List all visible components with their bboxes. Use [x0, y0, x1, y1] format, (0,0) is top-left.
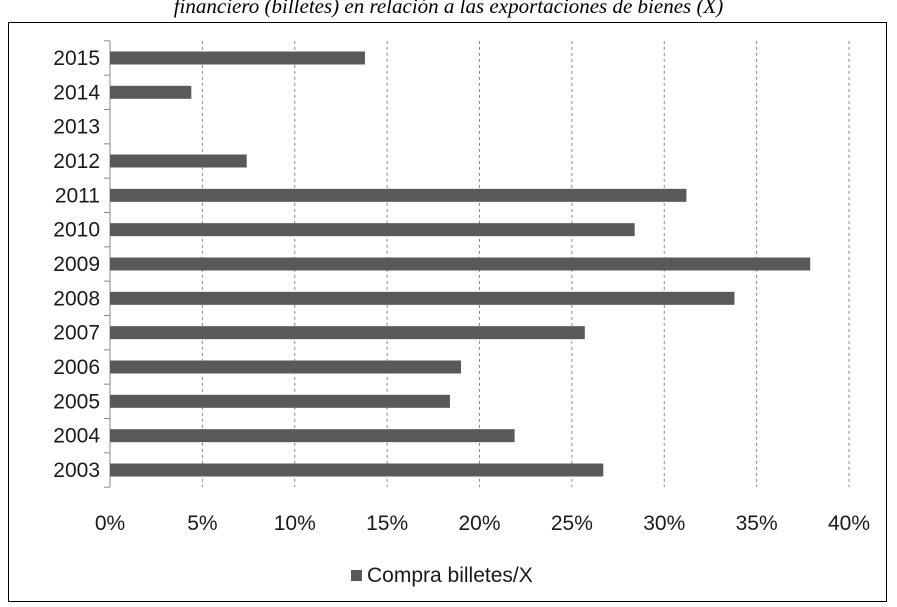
x-tick-label: 5%: [187, 512, 217, 535]
y-tick-label: 2006: [53, 356, 100, 379]
chart-frame: [8, 22, 887, 602]
y-tick-label: 2005: [53, 390, 100, 413]
x-tick-label: 0%: [95, 512, 125, 535]
x-tick-label: 35%: [736, 512, 778, 535]
x-tick-labels: 0% 5% 10% 15% 20% 25% 30% 35% 40%: [95, 512, 870, 535]
bar-2006: [110, 360, 462, 374]
legend-swatch: [351, 570, 362, 581]
x-tick-label: 10%: [274, 512, 316, 535]
x-tick-label: 25%: [551, 512, 593, 535]
y-tick-label: 2003: [53, 459, 100, 482]
bar-2011: [110, 188, 687, 202]
bar-2003: [110, 463, 604, 477]
bar-2014: [110, 85, 192, 99]
bar-2007: [110, 326, 585, 340]
y-tick-label: 2013: [53, 116, 100, 139]
bar-2015: [110, 51, 365, 65]
bar-2004: [110, 429, 515, 443]
bars: [110, 51, 811, 477]
x-tick-label: 15%: [366, 512, 408, 535]
x-tick-label: 20%: [458, 512, 500, 535]
bar-2012: [110, 154, 247, 168]
y-tick-label: 2010: [53, 219, 100, 242]
x-tick-label: 40%: [828, 512, 870, 535]
axes: [104, 40, 111, 488]
y-tick-label: 2004: [53, 425, 100, 448]
bar-2008: [110, 291, 735, 305]
legend: Compra billetes/X: [351, 564, 533, 587]
y-tick-label: 2015: [53, 47, 100, 70]
y-tick-label: 2012: [53, 150, 100, 173]
x-tick-label: 30%: [643, 512, 685, 535]
legend-label: Compra billetes/X: [367, 564, 533, 587]
y-tick-label: 2008: [53, 287, 100, 310]
bar-2005: [110, 394, 450, 408]
y-tick-label: 2007: [53, 322, 100, 345]
chart-caption: financiero (billetes) en relación a las …: [173, 0, 724, 18]
bar-2010: [110, 223, 635, 237]
bar-2009: [110, 257, 811, 271]
y-tick-label: 2009: [53, 253, 100, 276]
y-tick-label: 2011: [55, 184, 100, 207]
y-tick-label: 2014: [53, 81, 100, 104]
y-tick-labels: 2015 2014 2013 2012 2011 2010 2009 2008 2007 2006…: [53, 47, 100, 482]
